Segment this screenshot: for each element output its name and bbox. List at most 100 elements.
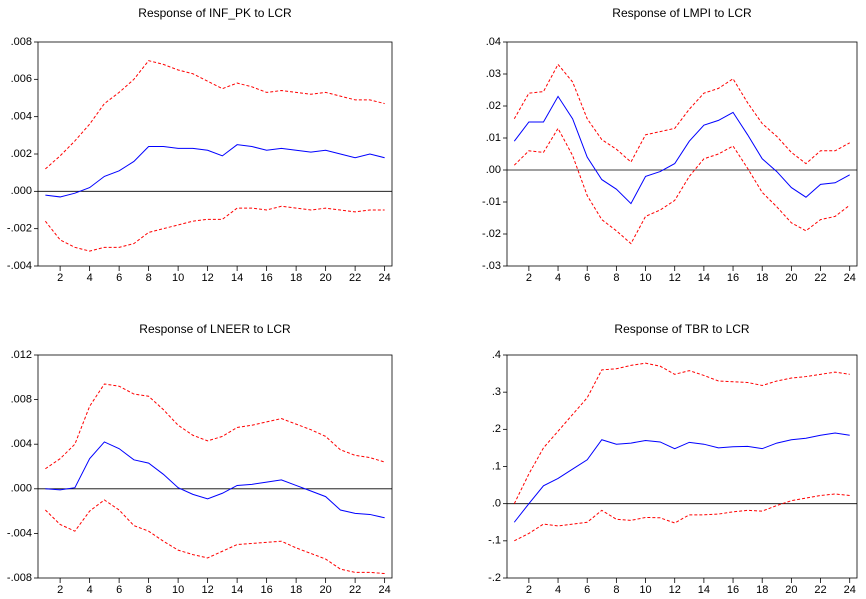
plot-frame [506,354,858,579]
x-tick-label: 20 [320,272,332,284]
y-tick-label: .1 [492,460,501,472]
y-tick-label: .4 [492,349,501,361]
x-tick-label: 22 [349,584,361,596]
series-line [45,60,385,170]
x-tick-label: 16 [261,272,273,284]
y-tick-label: -.1 [488,535,501,547]
x-tick-label: 8 [613,584,619,596]
x-tick-label: 24 [844,584,856,596]
series-line [45,441,385,519]
x-tick-label: 8 [613,272,619,284]
y-tick-label: .03 [486,68,501,80]
y-tick-label: -.03 [482,260,501,272]
y-tick-label: .3 [492,386,501,398]
x-tick-label: 10 [639,584,651,596]
x-tick-label: 14 [698,584,710,596]
x-tick-label: 12 [202,272,214,284]
x-tick-label: 14 [231,584,243,596]
x-tick-label: 6 [584,272,590,284]
y-tick-label: .012 [11,349,32,361]
series-line [513,362,850,504]
x-tick-label: 10 [639,272,651,284]
chart-title: Response of TBR to LCR [614,322,750,336]
x-tick-label: 16 [727,584,739,596]
y-tick-label: .004 [11,438,32,450]
x-tick-label: 20 [320,584,332,596]
plot-frame [506,41,858,267]
x-tick-label: 8 [146,272,152,284]
x-tick-label: 18 [290,584,302,596]
y-tick-label: .006 [11,73,32,85]
y-tick-label: .00 [486,164,501,176]
x-tick-label: 22 [349,272,361,284]
x-tick-label: 18 [756,584,768,596]
panel: Response of INF_PK to LCR -.004 -.002 .000.… [7,6,393,284]
x-tick-label: 8 [146,584,152,596]
series-line [514,493,850,542]
x-tick-label: 12 [669,272,681,284]
x-tick-label: 2 [526,584,532,596]
chart-title: Response of LMPI to LCR [612,6,752,20]
y-tick-label: .000 [11,185,32,197]
plot-frame [37,354,393,579]
x-tick-label: 12 [202,584,214,596]
y-tick-label: -.02 [482,228,501,240]
series-line [513,95,850,205]
y-tick-label: .000 [11,483,32,495]
x-tick-label: 24 [379,584,391,596]
y-tick-label: .2 [492,423,501,435]
y-tick-label: .008 [11,36,32,48]
chart-title: Response of LNEER to LCR [139,322,291,336]
y-tick-label: .004 [11,111,32,123]
x-tick-label: 20 [785,584,797,596]
series-line [513,432,850,523]
y-tick-label: .01 [486,132,501,144]
x-tick-label: 6 [116,272,122,284]
x-tick-label: 6 [584,584,590,596]
x-tick-label: 24 [844,272,856,284]
x-tick-label: 6 [116,584,122,596]
series-line [513,63,850,165]
panel: Response of LMPI to LCR -.03 -.02 -.01 .00 .0… [482,6,858,284]
x-tick-label: 4 [555,584,561,596]
x-tick-label: 16 [261,584,273,596]
x-tick-label: 10 [172,584,184,596]
x-tick-label: 24 [379,272,391,284]
series-line [513,127,851,245]
series-line [44,205,385,252]
y-tick-label: -.004 [7,527,32,539]
x-tick-label: 4 [87,272,93,284]
x-tick-label: 22 [814,272,826,284]
x-tick-label: 2 [526,272,532,284]
x-tick-label: 4 [555,272,561,284]
panel: Response of TBR to LCR-.2-.1.0.1.2.3.42 4… [488,322,858,596]
x-tick-label: 12 [669,584,681,596]
x-tick-label: 14 [231,272,243,284]
panel: Response of LNEER to LCR -.008 -.004 .000 .0… [7,322,393,596]
x-tick-label: 10 [172,272,184,284]
x-tick-label: 16 [727,272,739,284]
y-tick-label: -.004 [7,260,32,272]
y-tick-label: .02 [486,100,501,112]
series-line [45,144,385,198]
y-tick-label: -.002 [7,223,32,235]
x-tick-label: 2 [57,584,63,596]
x-tick-label: 18 [290,272,302,284]
y-tick-label: -.008 [7,572,32,584]
x-tick-label: 22 [814,584,826,596]
series-line [45,383,385,470]
y-tick-label: .008 [11,394,32,406]
y-tick-label: -.2 [488,572,501,584]
y-tick-label: .002 [11,148,32,160]
x-tick-label: 4 [87,584,93,596]
x-tick-label: 18 [756,272,768,284]
y-tick-label: -.01 [482,196,501,208]
series-line [45,499,385,575]
y-tick-label: .0 [492,498,501,510]
chart-title: Response of INF_PK to LCR [138,6,292,20]
x-tick-label: 2 [57,272,63,284]
y-tick-label: .04 [486,36,501,48]
x-tick-label: 14 [698,272,710,284]
x-tick-label: 20 [785,272,797,284]
